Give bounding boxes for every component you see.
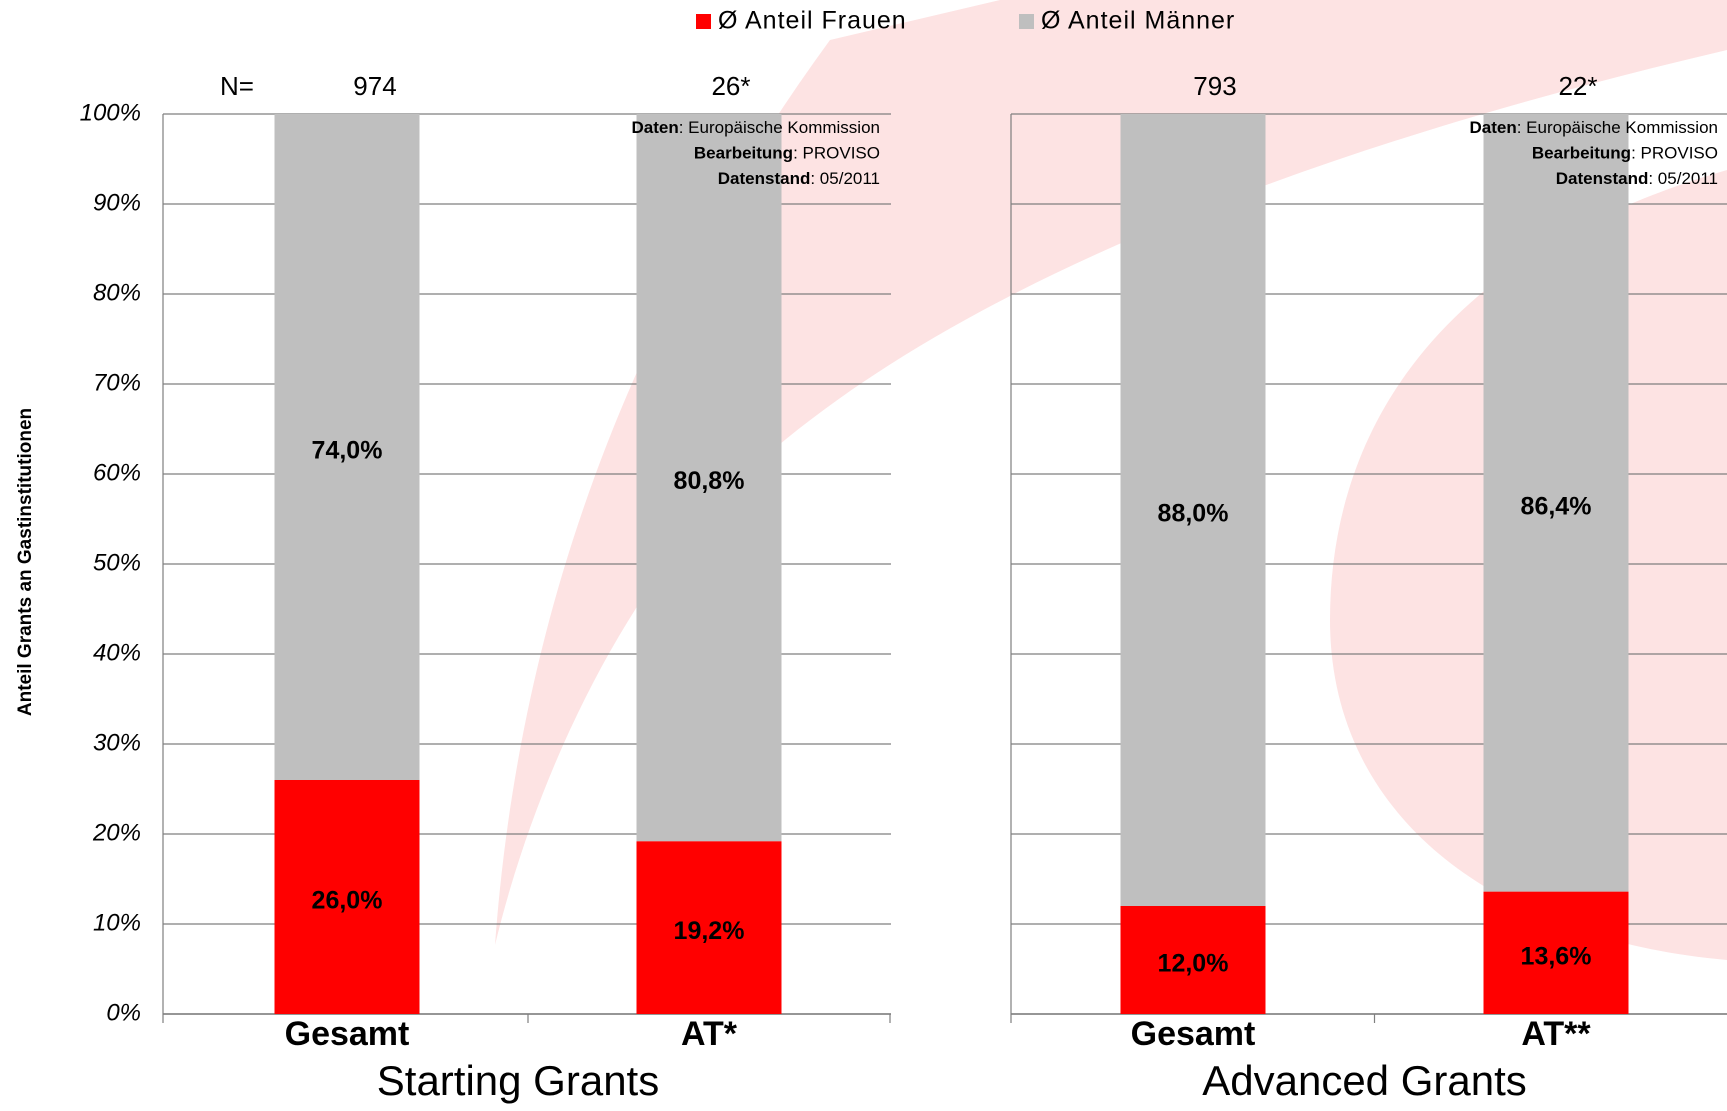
- value-label: 86,4%: [1521, 492, 1592, 520]
- value-label: 13,6%: [1521, 942, 1592, 970]
- value-label: 88,0%: [1158, 500, 1229, 528]
- source-key: Daten: [1470, 118, 1517, 137]
- source-key: Daten: [632, 118, 679, 137]
- x-tick-label: Gesamt: [1131, 1015, 1256, 1053]
- y-tick-label: 50%: [93, 549, 141, 576]
- y-tick-label: 30%: [93, 729, 141, 756]
- y-tick-label: 80%: [93, 279, 141, 306]
- legend-label: Ø Anteil Männer: [1041, 7, 1235, 35]
- legend-swatch: [696, 14, 711, 29]
- bar-segment: [636, 841, 782, 1014]
- source-text: : PROVISO: [1631, 144, 1718, 163]
- n-value: 793: [1193, 71, 1236, 101]
- source-text: : 05/2011: [1648, 169, 1718, 188]
- source-text: : 05/2011: [810, 169, 880, 188]
- source-key: Datenstand: [1556, 169, 1649, 188]
- x-axis-title: Starting Grants: [377, 1057, 659, 1104]
- source-text: : PROVISO: [793, 144, 880, 163]
- source-note: Datenstand: 05/2011: [718, 169, 880, 188]
- x-tick-label: AT*: [681, 1015, 738, 1053]
- bar-segment: [636, 114, 782, 842]
- source-text: : Europäische Kommission: [1517, 118, 1718, 137]
- source-key: Bearbeitung: [1532, 144, 1631, 163]
- source-note: Daten: Europäische Kommission: [1470, 118, 1719, 137]
- x-axis-title: Advanced Grants: [1202, 1057, 1527, 1104]
- y-tick-label: 10%: [93, 909, 141, 936]
- value-label: 19,2%: [674, 917, 745, 945]
- n-value: 974: [353, 71, 396, 101]
- n-value: 26*: [711, 71, 750, 101]
- value-label: 74,0%: [312, 437, 383, 465]
- source-note: Bearbeitung: PROVISO: [1532, 144, 1718, 163]
- y-tick-label: 60%: [93, 459, 141, 486]
- n-label: N=: [220, 71, 254, 101]
- bar-segment: [1120, 906, 1266, 1014]
- y-tick-label: 90%: [93, 189, 141, 216]
- bar-segment: [1120, 114, 1266, 906]
- source-key: Datenstand: [718, 169, 811, 188]
- source-note: Datenstand: 05/2011: [1556, 169, 1718, 188]
- y-tick-label: 100%: [80, 99, 141, 126]
- y-axis-title: Anteil Grants an Gastinstitutionen: [15, 408, 36, 716]
- legend-label: Ø Anteil Frauen: [718, 7, 907, 35]
- y-tick-label: 0%: [106, 999, 141, 1026]
- source-note: Bearbeitung: PROVISO: [694, 144, 880, 163]
- value-label: 12,0%: [1158, 950, 1229, 978]
- y-tick-label: 70%: [93, 369, 141, 396]
- source-note: Daten: Europäische Kommission: [632, 118, 881, 137]
- bar-segment: [1483, 114, 1629, 892]
- source-key: Bearbeitung: [694, 144, 793, 163]
- y-tick-label: 20%: [92, 819, 141, 846]
- bar-segment: [274, 114, 420, 780]
- bar-segment: [274, 780, 420, 1014]
- y-tick-label: 40%: [93, 639, 141, 666]
- x-tick-label: Gesamt: [285, 1015, 410, 1053]
- n-value: 22*: [1558, 71, 1597, 101]
- legend-swatch: [1019, 14, 1034, 29]
- value-label: 26,0%: [312, 887, 383, 915]
- source-text: : Europäische Kommission: [679, 118, 880, 137]
- value-label: 80,8%: [674, 467, 745, 495]
- x-tick-label: AT**: [1521, 1015, 1591, 1053]
- bar-segment: [1483, 891, 1629, 1014]
